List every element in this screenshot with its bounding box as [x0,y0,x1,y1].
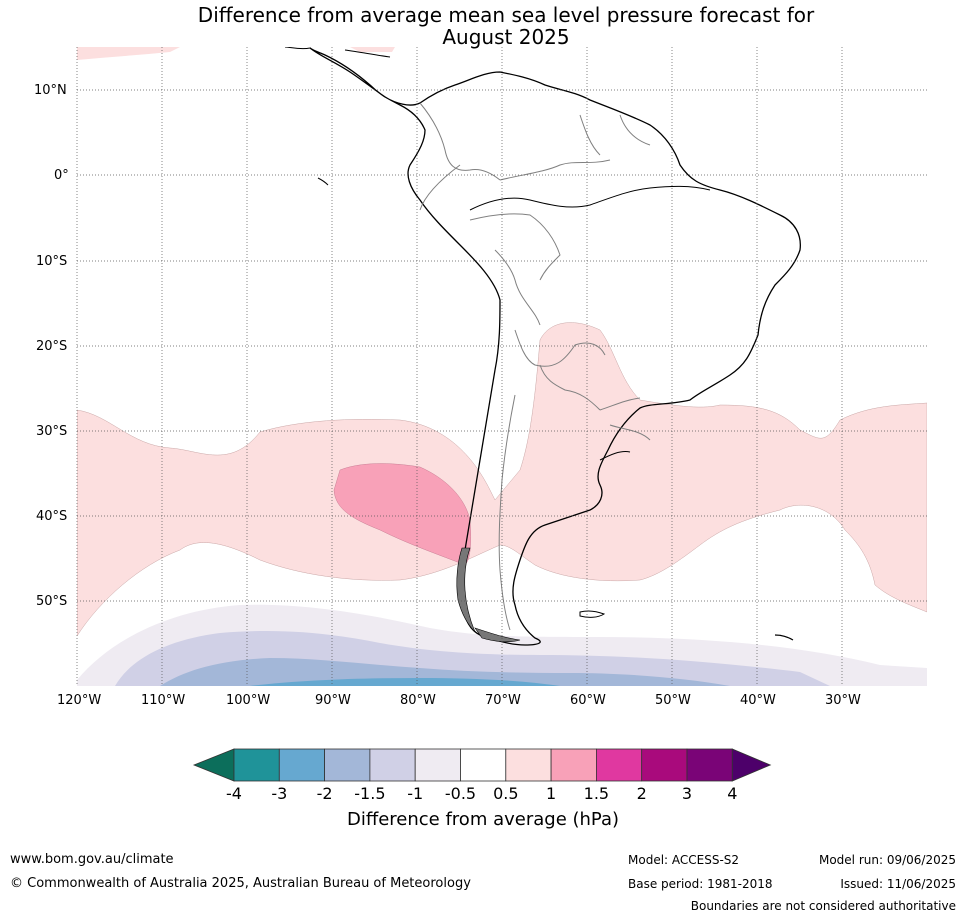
colorbar-tick-label: -1.5 [354,784,386,803]
lat-label-0: 0° [54,168,69,183]
colorbar-arrow-high [731,748,772,782]
colorbar-tick-label: 1.5 [583,784,610,803]
contour-plus-1 [333,463,472,566]
colorbar-segment [233,748,280,782]
title-line-1: Difference from average mean sea level p… [197,3,815,27]
map-title: Difference from average mean sea level p… [0,4,965,48]
contour-minus-1.5 [160,658,730,686]
colorbar-tick-label: -2 [316,784,333,803]
lon-label-90w: 90°W [315,693,351,708]
website-text: www.bom.gov.au/climate [10,852,174,867]
colorbar-segment [414,748,461,782]
colorbar-segment [369,748,416,782]
lat-label-10n: 10°N [34,83,67,98]
model-run-text: Model run: 09/06/2025 [818,853,956,867]
colorbar-label: Difference from average (hPa) [346,809,620,830]
contour-plus-0.5-patch [350,47,395,52]
lat-label-40s: 40°S [36,509,68,524]
issued-text: Issued: 11/06/2025 [840,877,956,891]
rio-de-la-plata [599,451,631,461]
lon-label-70w: 70°W [485,693,521,708]
south-georgia [774,634,794,641]
central-america-coastline [284,47,311,50]
colorbar-segment [460,748,507,782]
lon-label-30w: 30°W [825,693,861,708]
lon-label-100w: 100°W [226,693,271,708]
copyright-text: © Commonwealth of Australia 2025, Austra… [10,876,471,891]
colorbar [192,748,772,782]
colorbar-segment [550,748,597,782]
gridlines [76,47,927,686]
lon-label-40w: 40°W [740,693,776,708]
lon-label-80w: 80°W [400,693,436,708]
colorbar-tick-label: -3 [271,784,288,803]
south-america-coastline [309,47,801,646]
colorbar-segment [324,748,371,782]
colorbar-segment [505,748,552,782]
lon-label-60w: 60°W [570,693,606,708]
patagonia-islands [456,547,521,643]
colorbar-tick-label: 1 [546,784,557,803]
contour-minus-2 [250,678,560,686]
colorbar-tick-label: 3 [681,784,693,803]
falkland-islands [579,610,606,618]
colorbar-segment [596,748,643,782]
colorbar-tick-label: 2 [636,784,647,803]
colorbar-arrow-low [192,748,235,782]
colorbar-segment [686,748,733,782]
base-period-text: Base period: 1981-2018 [628,877,773,891]
contour-plus-0.5-north [77,47,180,60]
contour-plus-0.5-south [77,322,927,637]
colorbar-segment [278,748,325,782]
colorbar-tick-label: -0.5 [444,784,477,803]
colorbar-tick-label: -1 [407,784,424,803]
lon-label-110w: 110°W [141,693,186,708]
galapagos-islands [317,177,329,186]
disclaimer-text: Boundaries are not considered authoritat… [690,899,956,913]
caribbean-islands [344,49,391,58]
lon-label-120w: 120°W [57,693,102,708]
colorbar-tick-label: 0.5 [493,784,519,803]
colorbar-tick-label: 4 [727,784,738,803]
colorbar-tick-label: -4 [226,784,242,803]
lat-label-30s: 30°S [36,424,68,439]
model-text: Model: ACCESS-S2 [628,853,740,867]
colorbar-segment [641,748,688,782]
amazon-river [469,185,711,211]
lat-label-20s: 20°S [36,339,68,354]
title-line-2: August 2025 [442,25,570,49]
lat-label-10s: 10°S [36,254,68,269]
country-borders [419,102,651,631]
lat-label-50s: 50°S [36,594,68,609]
lon-label-50w: 50°W [655,693,691,708]
